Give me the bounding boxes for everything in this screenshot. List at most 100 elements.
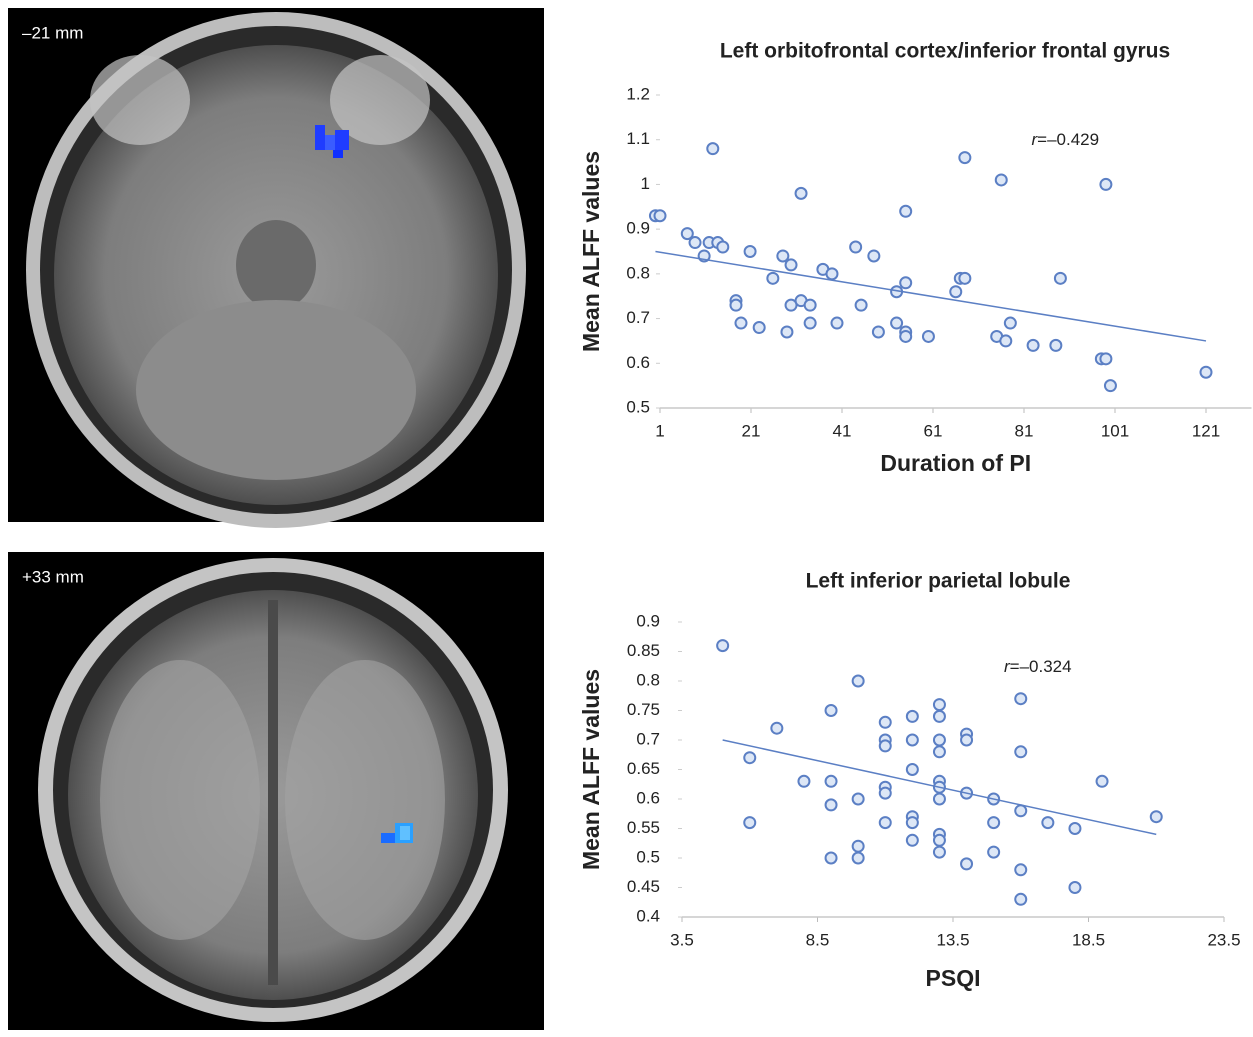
data-point: [871, 325, 885, 339]
data-point: [824, 774, 838, 788]
data-point: [854, 298, 868, 312]
annotation-symbol: r: [1004, 657, 1011, 676]
data-point: [890, 316, 904, 330]
data-point: [878, 739, 892, 753]
data-point: [743, 751, 757, 765]
data-point: [1068, 881, 1082, 894]
x-tick-label: 21: [742, 421, 761, 440]
data-point: [999, 334, 1013, 348]
data-point: [1099, 177, 1113, 191]
data-point: [949, 285, 963, 299]
data-point: [905, 833, 919, 847]
data-point: [653, 209, 667, 223]
brain-image-top: [8, 8, 544, 528]
annotation-value: =–0.429: [1037, 130, 1099, 149]
data-point: [824, 704, 838, 717]
data-point: [1014, 892, 1028, 906]
data-point: [905, 763, 919, 776]
slice-label: –21 mm: [22, 23, 83, 42]
data-point: [830, 316, 844, 330]
data-point: [1041, 816, 1055, 830]
data-point: [824, 798, 838, 812]
y-tick-label: 0.85: [627, 641, 660, 660]
data-point: [1099, 352, 1113, 366]
data-point: [680, 227, 694, 241]
annotation: r=–0.324: [1004, 657, 1072, 676]
y-tick-label: 0.6: [636, 788, 660, 807]
data-point: [1014, 804, 1028, 818]
data-point: [729, 298, 743, 312]
y-tick-label: 0.7: [626, 308, 650, 327]
data-point: [932, 698, 946, 712]
x-tick-label: 121: [1192, 421, 1220, 440]
data-point: [1014, 863, 1028, 877]
data-point: [766, 271, 780, 285]
x-tick-label: 18.5: [1072, 930, 1105, 949]
data-point: [960, 733, 974, 747]
data-point: [743, 816, 757, 830]
data-point: [994, 173, 1008, 187]
x-tick-label: 3.5: [670, 930, 694, 949]
data-point: [1014, 745, 1028, 759]
data-point: [776, 249, 790, 263]
y-tick-label: 0.8: [636, 670, 660, 689]
data-point: [905, 709, 919, 723]
x-axis-label: PSQI: [926, 965, 981, 991]
data-point: [825, 267, 839, 281]
data-point: [851, 674, 865, 688]
data-point: [987, 816, 1001, 830]
data-point: [784, 258, 798, 272]
data-point: [851, 851, 865, 865]
chart-title: Left orbitofrontal cortex/inferior front…: [720, 40, 1170, 63]
data-point: [824, 851, 838, 865]
data-point: [932, 709, 946, 723]
data-point: [743, 245, 757, 258]
data-point: [905, 733, 919, 747]
x-tick-label: 1: [655, 421, 664, 440]
data-point: [688, 236, 702, 250]
data-point: [1103, 379, 1117, 393]
data-point: [706, 142, 720, 156]
data-point: [1068, 822, 1082, 835]
data-point: [797, 774, 811, 788]
x-tick-label: 41: [833, 421, 852, 440]
annotation-value: =–0.324: [1010, 657, 1072, 676]
y-tick-label: 0.75: [627, 700, 660, 719]
y-tick-label: 1.2: [626, 84, 650, 103]
data-point: [899, 276, 913, 290]
y-axis-label: Mean ALFF values: [578, 669, 604, 870]
brain-image-bottom: [8, 552, 544, 1030]
x-tick-label: 8.5: [806, 930, 830, 949]
data-point: [803, 316, 817, 330]
y-tick-label: 0.45: [627, 877, 660, 896]
y-tick-label: 0.5: [636, 847, 660, 866]
data-point: [1095, 774, 1109, 788]
y-tick-label: 0.7: [636, 729, 660, 748]
data-point: [960, 857, 974, 871]
x-tick-label: 13.5: [936, 930, 969, 949]
y-tick-label: 0.9: [636, 611, 660, 630]
data-point: [1026, 338, 1040, 352]
y-tick-label: 0.4: [636, 906, 660, 925]
y-tick-label: 1.1: [626, 129, 650, 148]
data-point: [734, 316, 748, 330]
data-point: [803, 298, 817, 312]
y-tick-label: 0.55: [627, 818, 660, 837]
x-axis-label: Duration of PI: [880, 450, 1031, 476]
data-point: [752, 321, 766, 335]
annotation: r=–0.429: [1032, 130, 1100, 149]
data-point: [987, 845, 1001, 859]
data-point: [932, 833, 946, 847]
data-point: [1199, 365, 1213, 379]
trend-line: [722, 739, 1157, 836]
y-tick-label: 0.5: [626, 397, 650, 416]
data-point: [878, 715, 892, 729]
y-tick-label: 1: [641, 174, 650, 193]
chart-title: Left inferior parietal lobule: [806, 570, 1071, 593]
data-point: [716, 240, 730, 254]
x-tick-label: 81: [1015, 421, 1034, 440]
data-point: [851, 839, 865, 853]
data-point: [932, 733, 946, 747]
y-tick-label: 0.6: [626, 353, 650, 372]
